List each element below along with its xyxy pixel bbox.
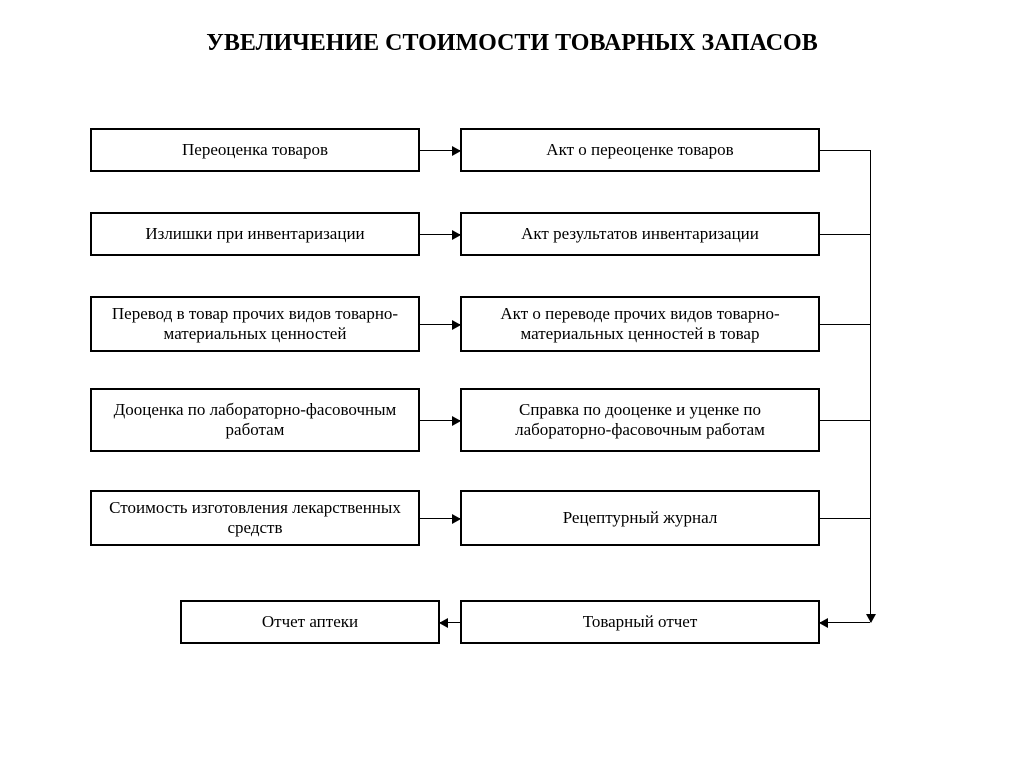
page-title: УВЕЛИЧЕНИЕ СТОИМОСТИ ТОВАРНЫХ ЗАПАСОВ — [0, 30, 1024, 57]
box-right-5: Рецептурный журнал — [460, 490, 820, 546]
box-left-5: Стоимость изготовления лекарственных сре… — [90, 490, 420, 546]
arrow-row-4 — [420, 420, 460, 421]
box-bottom-right: Товарный отчет — [460, 600, 820, 644]
stub-1 — [820, 150, 870, 151]
box-right-1: Акт о переоценке товаров — [460, 128, 820, 172]
box-right-2: Акт результатов инвентаризации — [460, 212, 820, 256]
arrow-bottom — [440, 622, 460, 623]
box-left-1: Переоценка товаров — [90, 128, 420, 172]
stub-2 — [820, 234, 870, 235]
arrow-row-2 — [420, 234, 460, 235]
connector-vertical — [870, 150, 871, 622]
stub-4 — [820, 420, 870, 421]
box-right-3: Акт о переводе прочих видов товарно-мате… — [460, 296, 820, 352]
arrow-row-5 — [420, 518, 460, 519]
box-left-3: Перевод в товар прочих видов товарно-мат… — [90, 296, 420, 352]
connector-into-bottom-right — [820, 622, 870, 623]
box-right-4: Справка по дооценке и уценке по лаборато… — [460, 388, 820, 452]
box-left-4: Дооценка по лабораторно-фасовочным работ… — [90, 388, 420, 452]
stub-3 — [820, 324, 870, 325]
box-bottom-left: Отчет аптеки — [180, 600, 440, 644]
arrow-row-3 — [420, 324, 460, 325]
arrow-row-1 — [420, 150, 460, 151]
box-left-2: Излишки при инвентаризации — [90, 212, 420, 256]
stub-5 — [820, 518, 870, 519]
